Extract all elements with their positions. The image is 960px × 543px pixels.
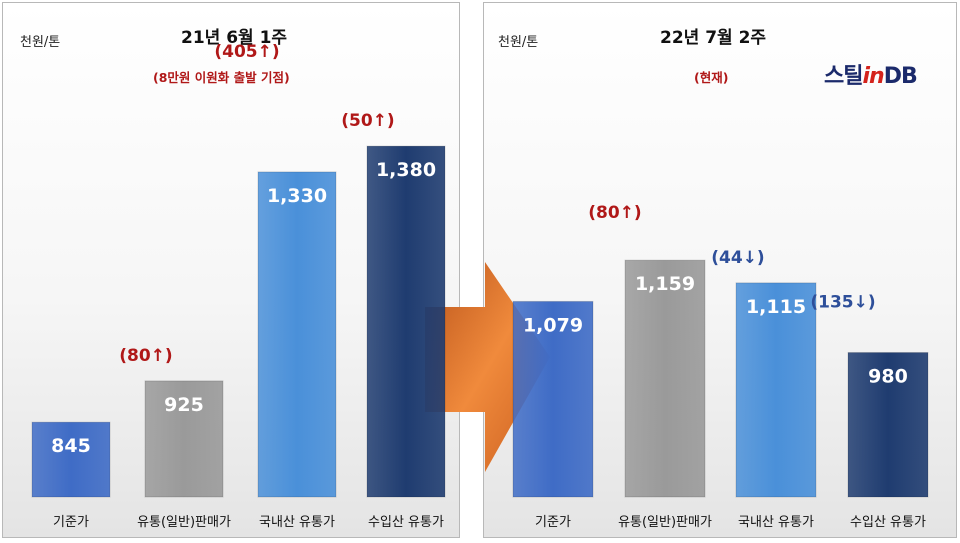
left-chart-subtitle: (8만원 이원화 출발 기점) bbox=[153, 70, 290, 85]
right-change-annotation: (80↑) bbox=[588, 203, 641, 223]
right-category-label: 유통(일반)판매가 bbox=[618, 515, 712, 530]
right-chart-title: 22년 7월 2주 bbox=[660, 28, 767, 48]
steelindb-logo: 스틸inDB bbox=[824, 64, 918, 89]
left-bar-value-label: 1,380 bbox=[376, 159, 436, 181]
left-bar-3 bbox=[257, 171, 337, 498]
right-change-annotation: (135↓) bbox=[810, 293, 875, 313]
left-bar-value-label: 925 bbox=[164, 394, 204, 416]
right-bar-3 bbox=[735, 282, 817, 498]
right-bar-2 bbox=[624, 259, 706, 498]
left-change-annotation: (50↑) bbox=[341, 111, 394, 131]
right-bar-value-label: 1,115 bbox=[746, 296, 806, 318]
left-category-label: 수입산 유통가 bbox=[368, 515, 444, 530]
right-category-label: 국내산 유통가 bbox=[738, 515, 814, 530]
right-chart-subtitle: (현재) bbox=[694, 70, 729, 85]
right-bar-value-label: 1,079 bbox=[523, 314, 583, 336]
left-bar-2 bbox=[144, 380, 224, 498]
left-category-label: 기준가 bbox=[53, 515, 89, 530]
left-bar-4 bbox=[366, 145, 446, 498]
left-bar-1 bbox=[31, 421, 111, 498]
right-bar-1 bbox=[512, 300, 594, 498]
right-category-label: 기준가 bbox=[535, 515, 571, 530]
left-bar-value-label: 1,330 bbox=[267, 185, 327, 207]
left-chart-title: 21년 6월 1주 bbox=[181, 28, 288, 48]
left-bar-value-label: 845 bbox=[51, 435, 91, 457]
left-change-annotation: (405↑) bbox=[214, 42, 279, 62]
right-bar-value-label: 1,159 bbox=[635, 273, 695, 295]
left-unit-label: 천원/톤 bbox=[20, 35, 61, 50]
left-category-label: 유통(일반)판매가 bbox=[137, 515, 231, 530]
right-bar-4 bbox=[847, 352, 929, 498]
right-category-label: 수입산 유통가 bbox=[850, 515, 926, 530]
right-change-annotation: (44↓) bbox=[711, 248, 764, 268]
left-change-annotation: (80↑) bbox=[119, 346, 172, 366]
right-bar-value-label: 980 bbox=[868, 366, 908, 388]
left-category-label: 국내산 유통가 bbox=[259, 515, 335, 530]
right-unit-label: 천원/톤 bbox=[498, 35, 539, 50]
